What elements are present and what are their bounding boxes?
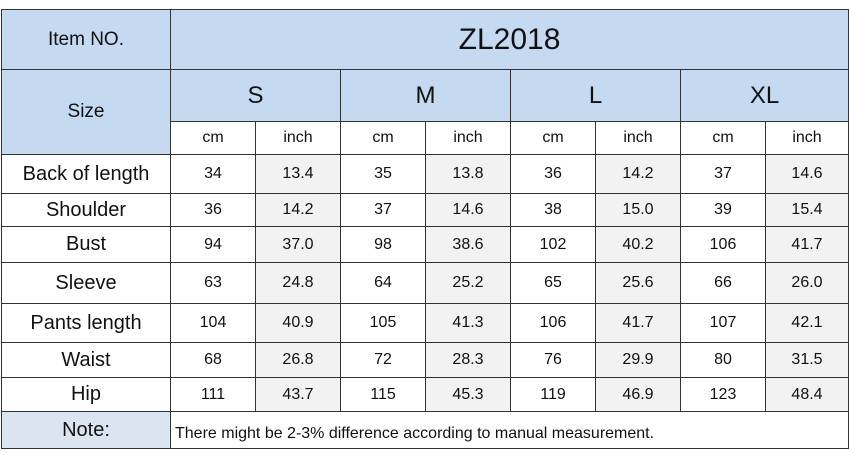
unit-cm: cm [510,121,596,155]
value-cell: 105 [340,303,426,343]
value-cell: 106 [510,303,596,343]
table-row: Bust 94 37.0 98 38.6 102 40.2 106 41.7 [1,226,849,263]
table-row: Pants length 104 40.9 105 41.3 106 41.7 … [1,303,849,343]
value-cell: 119 [510,377,596,412]
size-chart-table: Item NO. ZL2018 Size S M L XL cm inch cm… [1,9,849,449]
value-cell: 65 [510,262,596,304]
table-row: Sleeve 63 24.8 64 25.2 65 25.6 66 26.0 [1,262,849,304]
unit-cm: cm [680,121,766,155]
table-row: Waist 68 26.8 72 28.3 76 29.9 80 31.5 [1,342,849,378]
table-row: Shoulder 36 14.2 37 14.6 38 15.0 39 15.4 [1,193,849,227]
table-row: Hip 111 43.7 115 45.3 119 46.9 123 48.4 [1,377,849,412]
value-cell: 28.3 [425,342,511,378]
table-row: Back of length 34 13.4 35 13.8 36 14.2 3… [1,154,849,194]
value-cell: 41.7 [595,303,681,343]
value-cell: 94 [170,226,256,263]
value-cell: 13.8 [425,154,511,194]
value-cell: 102 [510,226,596,263]
value-cell: 40.2 [595,226,681,263]
value-cell: 111 [170,377,256,412]
value-cell: 48.4 [765,377,849,412]
note-text: There might be 2-3% difference according… [170,411,849,449]
row-label: Shoulder [1,193,171,227]
size-row: Size S M L XL [1,69,849,155]
row-label: Back of length [1,154,171,194]
row-label: Sleeve [1,262,171,304]
value-cell: 40.9 [255,303,341,343]
unit-inch: inch [595,121,681,155]
value-cell: 72 [340,342,426,378]
item-row: Item NO. ZL2018 [1,9,849,70]
value-cell: 26.0 [765,262,849,304]
value-cell: 76 [510,342,596,378]
note-label: Note: [1,411,171,449]
value-cell: 31.5 [765,342,849,378]
value-cell: 15.4 [765,193,849,227]
value-cell: 41.3 [425,303,511,343]
value-cell: 26.8 [255,342,341,378]
row-label: Bust [1,226,171,263]
value-cell: 98 [340,226,426,263]
value-cell: 24.8 [255,262,341,304]
model-number: ZL2018 [170,9,849,70]
size-s: S [170,69,341,122]
value-cell: 38 [510,193,596,227]
unit-cm: cm [170,121,256,155]
value-cell: 36 [510,154,596,194]
value-cell: 115 [340,377,426,412]
value-cell: 14.6 [425,193,511,227]
unit-row: cm inch cm inch cm inch cm inch [2,121,849,155]
value-cell: 36 [170,193,256,227]
value-cell: 123 [680,377,766,412]
value-cell: 35 [340,154,426,194]
value-cell: 14.6 [765,154,849,194]
value-cell: 39 [680,193,766,227]
row-label: Waist [1,342,171,378]
size-label: Size [1,69,171,155]
value-cell: 46.9 [595,377,681,412]
value-cell: 15.0 [595,193,681,227]
value-cell: 25.6 [595,262,681,304]
value-cell: 106 [680,226,766,263]
value-cell: 25.2 [425,262,511,304]
unit-inch: inch [425,121,511,155]
row-label: Hip [1,377,171,412]
unit-inch: inch [255,121,341,155]
value-cell: 80 [680,342,766,378]
value-cell: 34 [170,154,256,194]
item-no-label: Item NO. [1,9,171,70]
value-cell: 104 [170,303,256,343]
value-cell: 37 [340,193,426,227]
size-xl: XL [680,69,849,122]
value-cell: 107 [680,303,766,343]
value-cell: 45.3 [425,377,511,412]
value-cell: 29.9 [595,342,681,378]
value-cell: 63 [170,262,256,304]
value-cell: 37.0 [255,226,341,263]
size-m: M [340,69,511,122]
value-cell: 38.6 [425,226,511,263]
value-cell: 68 [170,342,256,378]
unit-inch: inch [765,121,849,155]
value-cell: 37 [680,154,766,194]
value-cell: 14.2 [255,193,341,227]
value-cell: 66 [680,262,766,304]
row-label: Pants length [1,303,171,343]
size-l: L [510,69,681,122]
value-cell: 14.2 [595,154,681,194]
value-cell: 41.7 [765,226,849,263]
value-cell: 42.1 [765,303,849,343]
value-cell: 13.4 [255,154,341,194]
value-cell: 64 [340,262,426,304]
note-row: Note: There might be 2-3% difference acc… [1,411,849,449]
unit-cm: cm [340,121,426,155]
value-cell: 43.7 [255,377,341,412]
